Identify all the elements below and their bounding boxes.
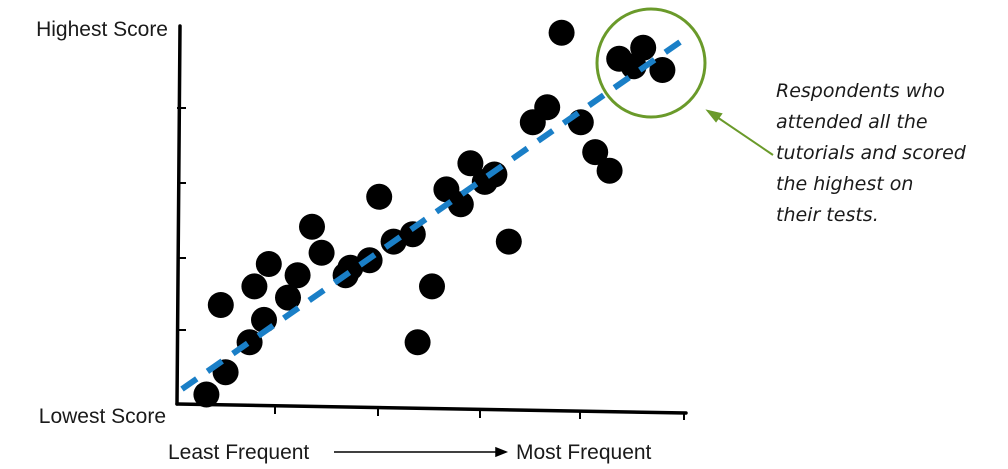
data-point (419, 273, 445, 300)
data-point (299, 213, 325, 240)
data-point (275, 284, 301, 311)
x-direction-arrow (334, 446, 509, 458)
y-axis (175, 24, 182, 406)
data-point (534, 94, 561, 121)
data-point (447, 191, 474, 218)
data-point (193, 381, 220, 408)
annotation-line: attended all the (776, 111, 928, 133)
data-point (241, 273, 268, 300)
x-axis (175, 402, 688, 415)
data-point (366, 183, 393, 210)
data-point (207, 292, 234, 318)
y-label-top: Highest Score (36, 18, 168, 41)
y-axis-ticks (177, 107, 186, 331)
data-point (596, 157, 623, 184)
trendline (180, 33, 690, 392)
data-point (308, 239, 335, 266)
data-point (548, 19, 575, 46)
highlight-circle (595, 7, 707, 119)
data-point (399, 221, 426, 248)
x-label-right: Most Frequent (516, 441, 652, 464)
axes (175, 24, 688, 420)
data-point (582, 139, 609, 166)
data-point (495, 228, 522, 255)
annotation-line: the highest on (776, 173, 914, 195)
data-points (193, 19, 676, 408)
x-label-left: Least Frequent (168, 441, 309, 464)
data-point (404, 329, 431, 356)
data-point (630, 34, 657, 61)
annotation-line: tutorials and scored (776, 142, 966, 164)
annotation-line: their tests. (776, 204, 879, 226)
annotation-line: Respondents who (776, 80, 945, 102)
data-point (567, 109, 594, 136)
data-point (457, 150, 484, 177)
data-point (649, 57, 676, 83)
data-point (284, 262, 311, 289)
y-label-bottom: Lowest Score (39, 405, 166, 428)
annotation-text: Respondents who attended all the tutoria… (776, 76, 1008, 231)
x-axis-ticks (274, 405, 685, 420)
annotation-arrow (705, 109, 774, 156)
data-point (255, 251, 282, 277)
